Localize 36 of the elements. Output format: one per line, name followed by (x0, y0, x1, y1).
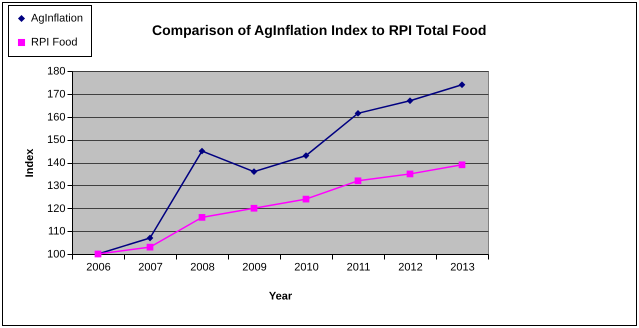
point (302, 152, 310, 159)
legend-label: RPI Food (31, 36, 78, 48)
point (146, 244, 154, 250)
point (146, 234, 154, 242)
x-axis-title: Year (268, 290, 293, 302)
point (198, 214, 206, 221)
point (302, 196, 310, 202)
y-tick-label: 120 (47, 202, 66, 215)
y-tick-label: 140 (47, 157, 66, 169)
chart-title: Comparison of AgInflation Index to RPI Total Food (152, 22, 486, 38)
y-axis-title: Index (24, 148, 36, 178)
y-tick-label: 150 (47, 134, 66, 146)
point (250, 168, 258, 176)
point (458, 81, 466, 88)
y-tick-label: 130 (47, 180, 66, 192)
point (406, 97, 414, 104)
y-tick-label: 110 (48, 226, 66, 238)
point (198, 148, 206, 154)
y-tick-label: 170 (47, 88, 66, 100)
point (354, 110, 362, 117)
x-tick-label: 2009 (242, 262, 267, 274)
point (354, 177, 362, 184)
point (458, 161, 466, 168)
x-tick-label: 2008 (190, 262, 215, 274)
y-tick-label: 160 (47, 111, 66, 124)
point (406, 170, 414, 178)
x-tick-label: 2010 (294, 262, 319, 274)
x-tick-label: 2006 (86, 262, 111, 274)
legend-label: AgInflation (31, 12, 83, 24)
x-tick-label: 2013 (450, 262, 475, 274)
x-tick-label: 2007 (138, 262, 163, 274)
point (250, 204, 258, 212)
x-tick-label: 2011 (346, 262, 370, 274)
y-tick-label: 100 (47, 248, 66, 260)
x-tick-label: 2012 (398, 262, 423, 274)
y-tick-label: 180 (47, 66, 66, 78)
